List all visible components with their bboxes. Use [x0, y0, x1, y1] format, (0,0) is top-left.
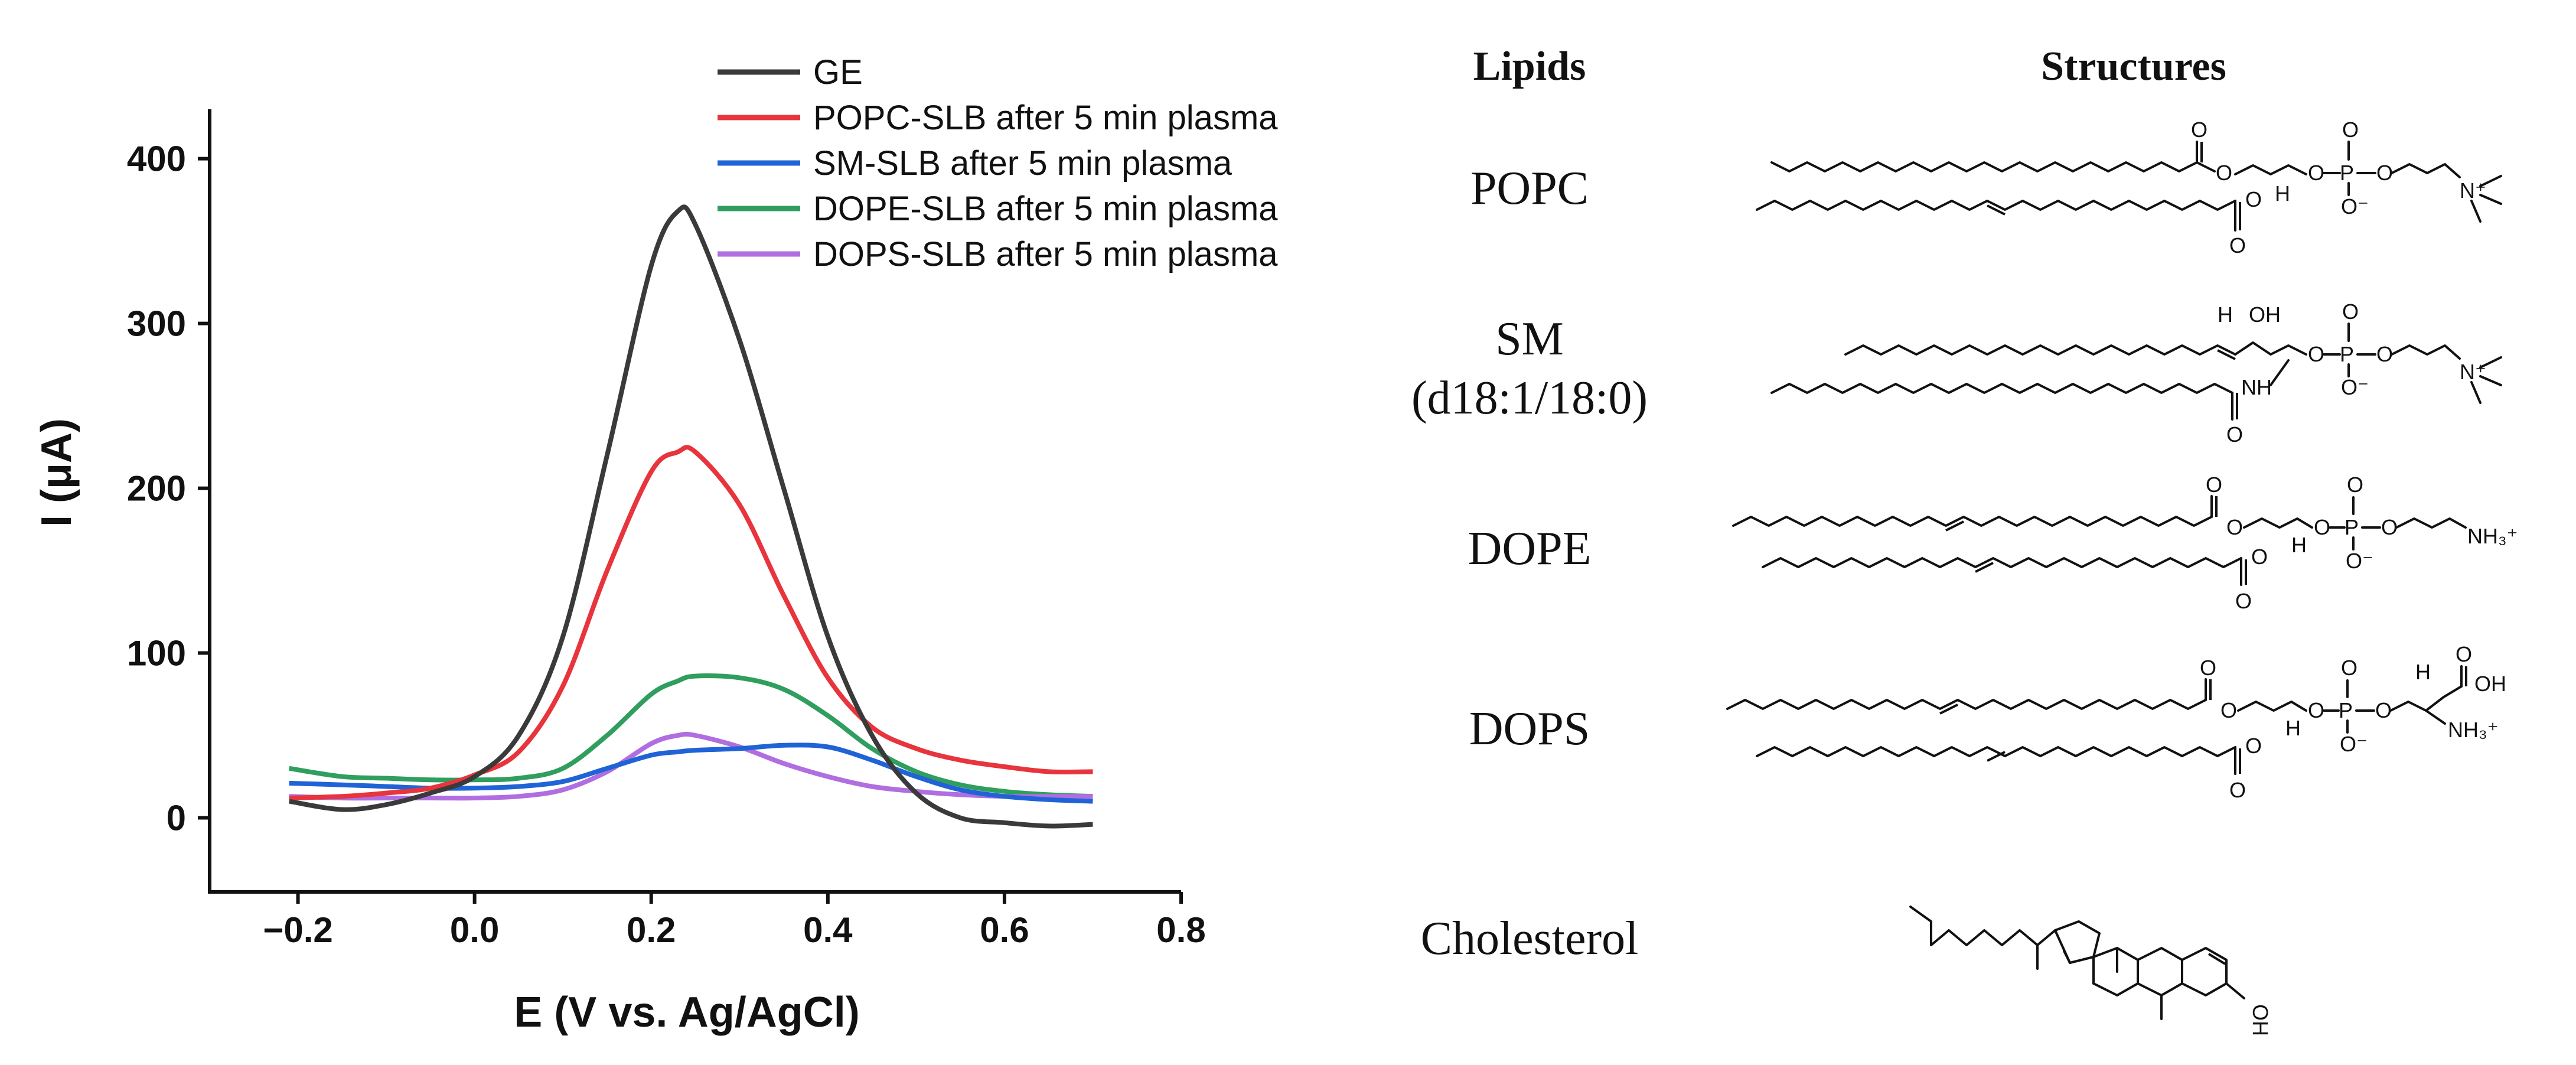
popc-o3: O [2376, 161, 2393, 185]
sm-o1: O [2308, 342, 2324, 366]
dops-h2: H [2415, 660, 2431, 684]
dops-structure: O O H O P O O⁻ O H O OH NH₃⁺ O [1726, 642, 2506, 802]
popc-o2: O [2308, 161, 2324, 185]
dope-structure: O O H O P O O⁻ O NH₃⁺ O O [1732, 473, 2518, 613]
cv-plot: −0.2 0.0 0.2 0.4 0.6 0.8 0 100 200 300 400 E (V v… [33, 53, 1278, 1036]
dope-p-o: O [2347, 473, 2363, 497]
dops-nh3: NH₃⁺ [2448, 718, 2499, 742]
y-tick-label: 400 [127, 139, 186, 179]
dope-carbonyl-o2: O [2235, 589, 2252, 613]
y-axis-ticks: 0 100 200 300 400 [127, 139, 210, 838]
dope-ester-o1: O [2226, 515, 2243, 539]
dops-carboxyl-o: O [2456, 642, 2472, 666]
dops-o2: O [2308, 698, 2324, 722]
legend-label: POPC-SLB after 5 min plasma [813, 99, 1278, 137]
series-line-dope [288, 673, 1093, 799]
dops-ester-o2: O [2245, 734, 2262, 758]
popc-p-o: O [2342, 118, 2359, 142]
dope-nh3: NH₃⁺ [2467, 524, 2518, 548]
dops-p: P [2339, 698, 2353, 722]
popc-n: N⁺ [2460, 178, 2486, 203]
legend: GE POPC-SLB after 5 min plasma SM-SLB afte… [718, 53, 1278, 273]
popc-carbonyl-o1: O [2191, 118, 2207, 142]
legend-label: GE [813, 53, 863, 92]
lipids-header: Lipids [1473, 44, 1586, 89]
lipid-subname-sm: (d18:1/18:0) [1411, 372, 1648, 424]
cholesterol-oh: OH [2248, 1004, 2272, 1036]
sm-nh: NH [2241, 375, 2272, 399]
x-tick-label: 0.8 [1156, 910, 1205, 950]
popc-h: H [2275, 181, 2290, 206]
dops-carbonyl-o2: O [2229, 778, 2246, 802]
lipid-name-dops: DOPS [1469, 703, 1590, 755]
legend-label: DOPS-SLB after 5 min plasma [813, 235, 1278, 273]
y-tick-label: 200 [127, 469, 186, 509]
x-tick-label: 0.6 [980, 910, 1029, 950]
series-line-dops [289, 731, 1093, 801]
dops-h1: H [2285, 716, 2301, 740]
sm-p-ominus: O⁻ [2341, 375, 2369, 399]
y-tick-label: 100 [127, 634, 186, 673]
series-line-popc [289, 445, 1093, 800]
popc-p: P [2340, 161, 2354, 185]
y-tick-label: 300 [127, 304, 186, 344]
dops-carboxyl-oh: OH [2474, 672, 2506, 696]
y-tick-label: 0 [167, 798, 186, 838]
dope-ester-o2: O [2251, 545, 2268, 569]
x-tick-label: 0.0 [450, 910, 499, 950]
series-lines [288, 204, 1093, 829]
popc-carbonyl-o2: O [2229, 233, 2246, 258]
dope-p-ominus: O⁻ [2346, 549, 2373, 573]
legend-label: SM-SLB after 5 min plasma [813, 144, 1232, 183]
y-axis-title: I (μA) [33, 418, 80, 527]
sm-h: H [2218, 302, 2233, 327]
dope-o2: O [2314, 515, 2330, 539]
sm-oh: OH [2249, 302, 2281, 327]
sm-p-o: O [2342, 299, 2359, 324]
legend-label: DOPE-SLB after 5 min plasma [813, 190, 1278, 228]
lipid-structure-table: Lipids Structures POPC SM (d18:1/18:0) D… [1411, 44, 2518, 1036]
sm-n: N⁺ [2460, 360, 2486, 384]
popc-p-ominus: O⁻ [2341, 194, 2369, 219]
dops-p-ominus: O⁻ [2340, 732, 2368, 756]
series-line-ge [288, 204, 1093, 829]
dops-p-o: O [2341, 656, 2357, 680]
structures-header: Structures [2041, 44, 2226, 89]
lipid-name-popc: POPC [1470, 162, 1589, 214]
dope-h: H [2291, 533, 2307, 557]
lipid-name-dope: DOPE [1468, 523, 1592, 575]
dops-ester-o1: O [2220, 698, 2237, 722]
popc-ester-o2: O [2245, 187, 2262, 211]
x-tick-label: −0.2 [263, 910, 332, 950]
x-axis-title: E (V vs. Ag/AgCl) [514, 989, 859, 1036]
dope-carbonyl-o1: O [2206, 473, 2222, 497]
sm-carbonyl-o: O [2226, 422, 2243, 447]
dops-o3: O [2375, 698, 2392, 722]
lipid-name-cholesterol: Cholesterol [1421, 913, 1639, 965]
cholesterol-structure: OH [1909, 906, 2272, 1036]
x-tick-label: 0.4 [803, 910, 853, 950]
sm-o2: O [2376, 342, 2393, 366]
axes [208, 109, 1181, 894]
dops-carbonyl-o1: O [2200, 656, 2216, 680]
x-axis-ticks: −0.2 0.0 0.2 0.4 0.6 0.8 [263, 892, 1206, 950]
dope-p: P [2345, 515, 2359, 539]
popc-ester-o1: O [2216, 161, 2232, 185]
lipid-name-sm: SM [1495, 313, 1564, 365]
dope-o3: O [2381, 515, 2398, 539]
sm-p: P [2340, 342, 2354, 366]
popc-structure: O O H O P O O⁻ O N⁺ O O [1756, 118, 2502, 258]
x-tick-label: 0.2 [627, 910, 676, 950]
sm-structure: H OH O P O O⁻ O N⁺ O NH [1770, 299, 2502, 447]
